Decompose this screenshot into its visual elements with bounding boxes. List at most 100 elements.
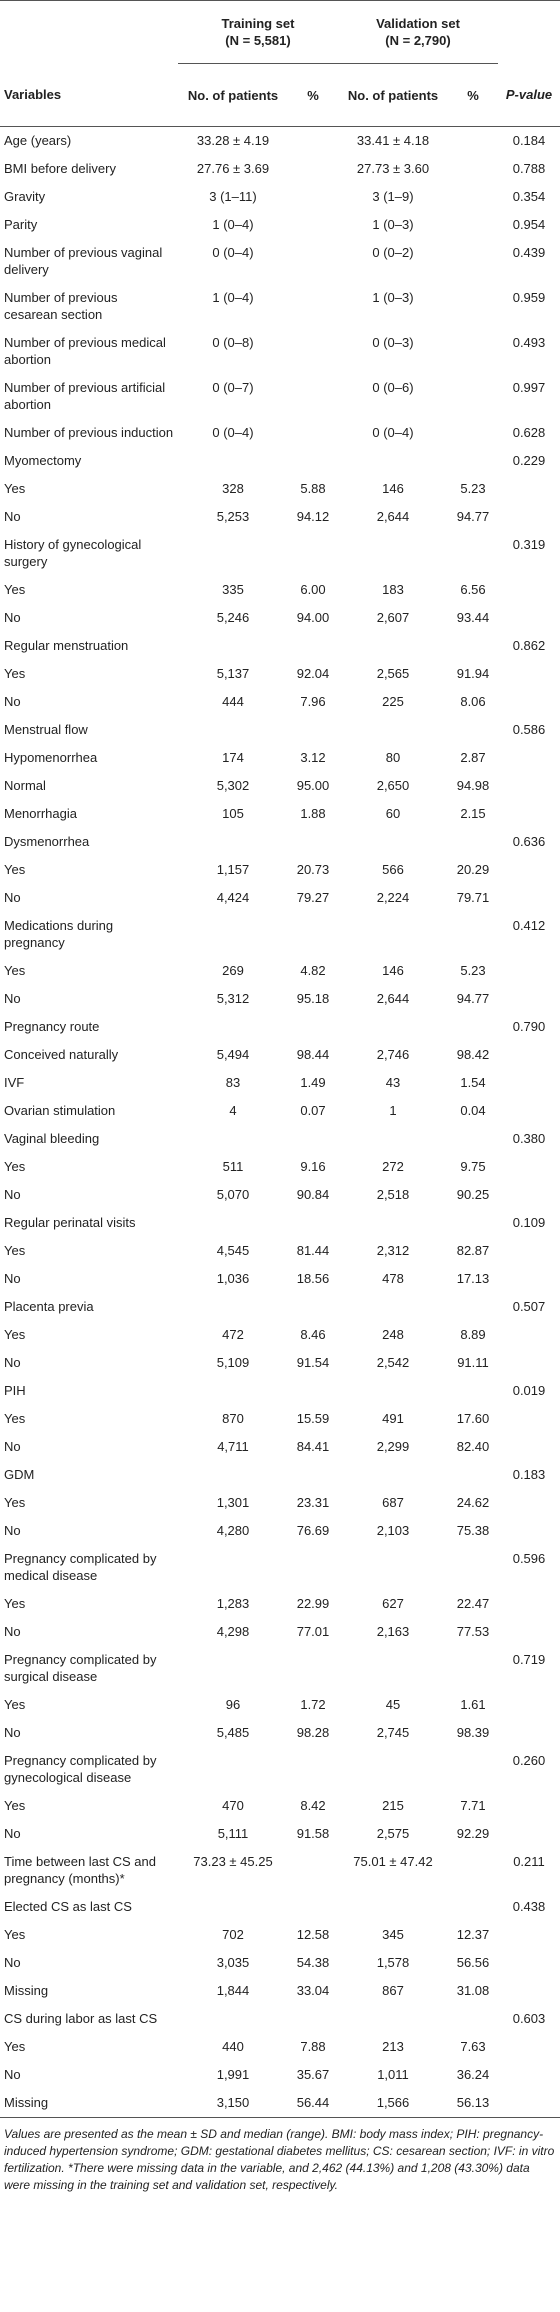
training-count: 5,111 bbox=[217, 1826, 249, 1841]
training-count bbox=[178, 2005, 288, 2033]
training-count: 174 bbox=[222, 750, 244, 765]
p-value: 0.636 bbox=[512, 834, 546, 849]
training-count: 5,302 bbox=[216, 778, 250, 793]
p-value: 0.997 bbox=[512, 380, 546, 395]
validation-count: 2,745 bbox=[376, 1725, 410, 1740]
training-count: 0 (0–4) bbox=[212, 245, 254, 260]
table-row: Regular perinatal visits 0.109 bbox=[0, 1209, 560, 1237]
validation-percent: 20.29 bbox=[456, 862, 490, 877]
training-count: 3,035 bbox=[216, 1955, 250, 1970]
training-count: 0 (0–4) bbox=[212, 425, 254, 440]
training-percent: 5.88 bbox=[300, 481, 326, 496]
table-row: No 1,036 18.56 478 17.13 bbox=[0, 1265, 560, 1293]
table-row: CS during labor as last CS 0.603 bbox=[0, 2005, 560, 2033]
validation-count: 80 bbox=[385, 750, 401, 765]
training-percent bbox=[288, 183, 338, 211]
table-row: Parity 1 (0–4) 1 (0–3) 0.954 bbox=[0, 211, 560, 239]
validation-count: 2,607 bbox=[376, 610, 410, 625]
validation-count: 2,575 bbox=[376, 1826, 410, 1841]
validation-percent bbox=[448, 912, 498, 957]
column-header: % bbox=[448, 63, 498, 127]
row-label: Dysmenorrhea bbox=[4, 834, 90, 849]
row-label: Yes bbox=[4, 1697, 26, 1712]
table-row: Dysmenorrhea 0.636 bbox=[0, 828, 560, 856]
row-label: BMI before delivery bbox=[4, 161, 116, 176]
p-value bbox=[498, 1719, 560, 1747]
training-count bbox=[178, 1125, 288, 1153]
table-row: Yes 472 8.46 248 8.89 bbox=[0, 1321, 560, 1349]
validation-count: 2,650 bbox=[376, 778, 410, 793]
training-count bbox=[178, 1013, 288, 1041]
p-value: 0.507 bbox=[512, 1299, 546, 1314]
training-percent bbox=[288, 912, 338, 957]
training-percent bbox=[288, 632, 338, 660]
p-value: 0.790 bbox=[512, 1019, 546, 1034]
validation-percent: 0.04 bbox=[460, 1103, 486, 1118]
training-count: 5,246 bbox=[216, 610, 250, 625]
validation-count bbox=[338, 632, 448, 660]
row-label: Regular menstruation bbox=[4, 638, 129, 653]
row-label: Pregnancy complicated by medical disease bbox=[4, 1551, 157, 1583]
validation-count: 2,312 bbox=[376, 1243, 410, 1258]
validation-count: 1,566 bbox=[376, 2095, 410, 2110]
table-row: Missing 1,844 33.04 867 31.08 bbox=[0, 1977, 560, 2005]
validation-percent: 98.42 bbox=[456, 1047, 490, 1062]
training-count: 472 bbox=[222, 1327, 244, 1342]
p-value bbox=[498, 1265, 560, 1293]
training-percent bbox=[288, 716, 338, 744]
training-percent: 6.00 bbox=[300, 582, 326, 597]
table-row: Yes 470 8.42 215 7.71 bbox=[0, 1792, 560, 1820]
training-percent bbox=[288, 531, 338, 576]
p-value bbox=[498, 1590, 560, 1618]
validation-percent: 7.63 bbox=[460, 2039, 486, 2054]
training-count: 511 bbox=[222, 1159, 244, 1174]
training-count bbox=[178, 447, 288, 475]
training-percent: 95.18 bbox=[296, 991, 330, 1006]
p-value bbox=[498, 1097, 560, 1125]
training-count: 269 bbox=[222, 963, 244, 978]
validation-percent bbox=[448, 632, 498, 660]
row-label: CS during labor as last CS bbox=[4, 2011, 158, 2026]
training-count bbox=[178, 1893, 288, 1921]
training-percent: 77.01 bbox=[296, 1624, 330, 1639]
validation-count: 45 bbox=[385, 1697, 401, 1712]
group-header: Training set (N = 5,581) bbox=[178, 0, 338, 64]
validation-percent bbox=[448, 284, 498, 329]
table-body: Age (years) 33.28 ± 4.19 33.41 ± 4.18 0.184… bbox=[0, 127, 560, 2118]
validation-count: 1,011 bbox=[377, 2067, 409, 2082]
training-count: 3,150 bbox=[216, 2095, 250, 2110]
training-count: 5,070 bbox=[216, 1187, 250, 1202]
p-value: 0.439 bbox=[512, 245, 546, 260]
row-label: Pregnancy complicated by surgical diseas… bbox=[4, 1652, 157, 1684]
p-value bbox=[498, 1618, 560, 1646]
p-value bbox=[498, 1921, 560, 1949]
row-label: Yes bbox=[4, 1159, 26, 1174]
training-count bbox=[178, 531, 288, 576]
validation-percent: 98.39 bbox=[456, 1725, 490, 1740]
row-label: Missing bbox=[4, 1983, 49, 1998]
validation-count: 0 (0–4) bbox=[372, 425, 414, 440]
validation-count: 75.01 ± 47.42 bbox=[353, 1854, 433, 1869]
table-row: Pregnancy complicated by medical disease… bbox=[0, 1545, 560, 1590]
p-value bbox=[498, 856, 560, 884]
validation-percent bbox=[448, 1461, 498, 1489]
table-row: Age (years) 33.28 ± 4.19 33.41 ± 4.18 0.184 bbox=[0, 127, 560, 156]
row-label: No bbox=[4, 1826, 21, 1841]
row-label: Number of previous induction bbox=[4, 425, 174, 440]
validation-percent bbox=[448, 155, 498, 183]
training-count: 3 (1–11) bbox=[209, 189, 257, 204]
row-label: Yes bbox=[4, 862, 26, 877]
row-label: No bbox=[4, 1355, 21, 1370]
validation-count: 60 bbox=[385, 806, 401, 821]
p-value: 0.596 bbox=[512, 1551, 546, 1566]
training-percent: 92.04 bbox=[296, 666, 330, 681]
table-row: GDM 0.183 bbox=[0, 1461, 560, 1489]
validation-count: 0 (0–3) bbox=[372, 335, 414, 350]
table-row: Hypomenorrhea 174 3.12 80 2.87 bbox=[0, 744, 560, 772]
p-value: 0.493 bbox=[512, 335, 546, 350]
table-row: Yes 1,157 20.73 566 20.29 bbox=[0, 856, 560, 884]
table-row: No 3,035 54.38 1,578 56.56 bbox=[0, 1949, 560, 1977]
row-label: No bbox=[4, 1439, 21, 1454]
validation-percent bbox=[448, 1377, 498, 1405]
training-percent: 98.28 bbox=[296, 1725, 330, 1740]
